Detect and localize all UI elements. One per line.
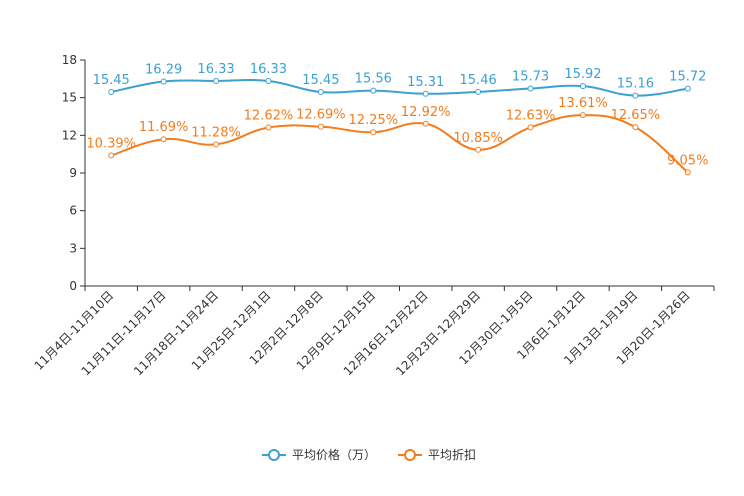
legend-label: 平均折扣 (428, 447, 476, 462)
legend-item-2[interactable]: 平均折扣 (398, 447, 476, 462)
data-point[interactable] (527, 85, 534, 92)
data-point[interactable] (527, 124, 534, 131)
data-point[interactable] (579, 83, 586, 90)
data-label: 15.45 (93, 73, 130, 88)
y-tick-label: 9 (69, 166, 77, 180)
data-label: 12.65% (611, 108, 661, 123)
legend-item-1[interactable]: 平均价格（万） (262, 447, 376, 462)
y-axis: 0 3 6 9 12 15 18 (62, 53, 86, 293)
y-tick-label: 0 (69, 279, 77, 293)
data-point[interactable] (160, 78, 167, 85)
data-label: 12.62% (244, 109, 294, 124)
data-point[interactable] (579, 112, 586, 119)
data-point[interactable] (475, 88, 482, 95)
data-label: 15.31 (407, 75, 444, 90)
data-point[interactable] (370, 87, 377, 94)
data-point[interactable] (108, 89, 115, 96)
data-point[interactable] (684, 85, 691, 92)
series-2 (108, 112, 691, 176)
series-line (111, 78, 688, 97)
data-label: 13.61% (558, 96, 608, 111)
series-line (110, 114, 689, 174)
series-1 (108, 77, 691, 99)
data-label: 15.72 (669, 70, 706, 85)
data-label: 15.46 (460, 73, 497, 88)
data-label: 12.63% (506, 108, 556, 123)
data-point[interactable] (632, 92, 639, 99)
data-point[interactable] (265, 124, 272, 131)
data-label: 15.16 (617, 77, 654, 92)
data-point[interactable] (684, 169, 691, 176)
data-point[interactable] (422, 120, 429, 127)
legend-marker-icon (404, 449, 416, 461)
data-point[interactable] (317, 123, 324, 130)
data-point[interactable] (213, 141, 220, 148)
series-layer (108, 77, 691, 176)
data-label: 12.69% (296, 108, 346, 123)
y-tick-label: 6 (69, 204, 77, 218)
legend-marker-icon (268, 449, 280, 461)
y-tick-label: 18 (62, 53, 77, 67)
data-point[interactable] (265, 77, 272, 84)
data-label: 15.45 (302, 73, 339, 88)
data-label: 9.05% (667, 153, 708, 168)
data-point[interactable] (108, 152, 115, 159)
data-point[interactable] (370, 129, 377, 136)
data-label: 10.39% (86, 137, 136, 152)
data-label: 11.69% (139, 120, 189, 135)
data-label: 15.92 (564, 67, 601, 82)
data-point[interactable] (317, 89, 324, 96)
data-label: 16.33 (197, 62, 234, 77)
data-label: 16.29 (145, 62, 182, 77)
data-point[interactable] (632, 124, 639, 131)
y-tick-label: 15 (62, 91, 77, 105)
data-labels-layer: 15.45 16.29 16.33 16.33 15.45 15.56 15.31 15.46… (86, 62, 708, 168)
x-axis: 11月4日-11月10日11月11日-11月17日11月18日-11月24日11… (32, 285, 715, 378)
y-tick-label: 12 (62, 128, 77, 142)
legend-label: 平均价格（万） (292, 447, 376, 462)
data-label: 12.92% (401, 105, 451, 120)
data-label: 11.28% (191, 125, 241, 140)
data-label: 15.73 (512, 70, 549, 85)
data-point[interactable] (213, 77, 220, 84)
data-label: 16.33 (250, 62, 287, 77)
data-point[interactable] (422, 90, 429, 97)
data-label: 15.56 (355, 72, 392, 87)
data-label: 12.25% (349, 113, 399, 128)
legend[interactable]: 平均价格（万） 平均折扣 (262, 447, 476, 462)
data-point[interactable] (160, 136, 167, 143)
data-label: 10.85% (453, 131, 503, 146)
y-tick-label: 3 (69, 241, 77, 255)
data-point[interactable] (475, 146, 482, 153)
